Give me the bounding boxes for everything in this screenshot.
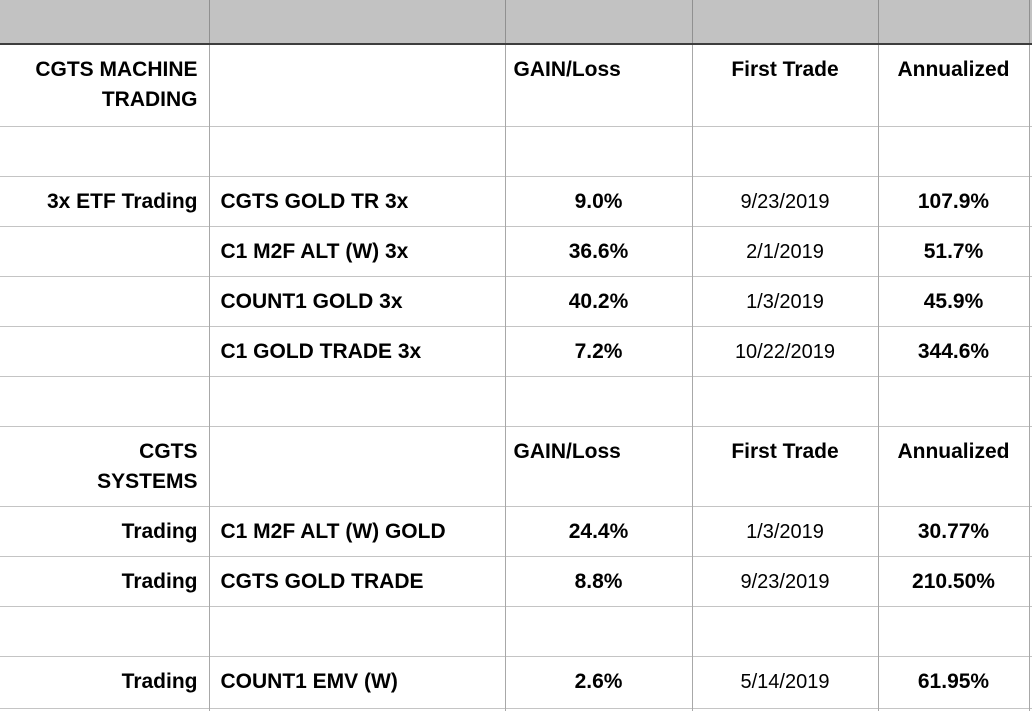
header-gain-loss[interactable]: GAIN/Loss [504,425,692,506]
cell-category-label[interactable]: 3x ETF Trading [0,175,209,226]
cell-edge[interactable] [1028,44,1032,126]
cell-first-trade[interactable]: 2/1/2019 [691,225,878,276]
spacer-row [0,375,1032,426]
cell-edge[interactable] [1028,125,1032,176]
cell-system-name[interactable]: CGTS GOLD TRADE [208,555,505,606]
cell-first-trade[interactable] [691,125,878,176]
table-row: COUNT1 GOLD 3x 40.2% 1/3/2019 45.9% [0,275,1032,326]
cell-first-trade[interactable]: 9/23/2019 [691,175,878,226]
cell-system-name[interactable] [208,44,505,126]
cell-category-label[interactable] [0,275,209,326]
section-title-cell[interactable]: CGTS SYSTEMS [0,425,209,506]
cell-annualized[interactable] [877,375,1029,426]
cell-system-name[interactable]: C1 M2F ALT (W) 3x [208,225,505,276]
cell-annualized[interactable]: 107.9% [877,175,1029,226]
column-header-segment[interactable] [691,0,878,45]
cell-gain-loss[interactable]: 9.0% [504,175,692,226]
section-header-row: CGTS MACHINE TRADING GAIN/Loss First Tra… [0,44,1032,126]
cell-edge[interactable] [1028,605,1032,656]
cell-category-label[interactable] [0,605,209,656]
cell-category-label[interactable]: Trading [0,555,209,606]
cell-edge[interactable] [1028,425,1032,506]
cell-gain-loss[interactable]: 8.8% [504,555,692,606]
cell-system-name[interactable] [208,375,505,426]
spacer-row [0,605,1032,656]
cell-first-trade[interactable]: 5/14/2019 [691,655,878,708]
cell-first-trade[interactable] [691,605,878,656]
cell-category-label[interactable]: Trading [0,505,209,556]
cell-edge[interactable] [1028,175,1032,226]
cell-system-name[interactable]: COUNT1 GOLD 3x [208,275,505,326]
column-header-segment[interactable] [208,0,505,45]
cell-annualized[interactable]: 30.77% [877,505,1029,556]
cell-gain-loss[interactable] [504,605,692,656]
cell-system-name[interactable]: C1 M2F ALT (W) GOLD [208,505,505,556]
cell-partial[interactable] [1028,707,1032,711]
cell-gain-loss[interactable]: 7.2% [504,325,692,376]
column-header-band [0,0,1032,45]
cell-category-label[interactable] [0,375,209,426]
cell-edge[interactable] [1028,275,1032,326]
cell-system-name[interactable]: C1 GOLD TRADE 3x [208,325,505,376]
cell-annualized[interactable]: 61.95% [877,655,1029,708]
cell-edge[interactable] [1028,225,1032,276]
cell-annualized[interactable]: 51.7% [877,225,1029,276]
cell-annualized[interactable] [877,125,1029,176]
cell-annualized[interactable]: 210.50% [877,555,1029,606]
header-annualized[interactable]: Annualized [877,425,1029,506]
cell-first-trade[interactable]: 1/3/2019 [691,275,878,326]
cell-gain-loss[interactable]: 24.4% [504,505,692,556]
cell-system-name[interactable]: CGTS GOLD TR 3x [208,175,505,226]
cell-system-name[interactable] [208,125,505,176]
cell-edge[interactable] [1028,555,1032,606]
table-row: Trading C1 M2F ALT (W) GOLD 24.4% 1/3/20… [0,505,1032,556]
cell-partial[interactable] [208,707,505,711]
column-header-segment[interactable] [0,0,209,45]
header-first-trade[interactable]: First Trade [691,44,878,126]
cell-first-trade[interactable]: 10/22/2019 [691,325,878,376]
cell-first-trade[interactable]: 1/3/2019 [691,505,878,556]
column-header-segment[interactable] [1028,0,1032,45]
cell-annualized[interactable] [877,605,1029,656]
section-header-row: CGTS SYSTEMS GAIN/Loss First Trade Annua… [0,425,1032,506]
cell-category-label[interactable] [0,225,209,276]
table-row: Trading CGTS GOLD TRADE 8.8% 9/23/2019 2… [0,555,1032,606]
cell-system-name[interactable] [208,605,505,656]
cell-gain-loss[interactable]: 36.6% [504,225,692,276]
header-first-trade[interactable]: First Trade [691,425,878,506]
cell-category-label[interactable] [0,325,209,376]
spacer-row [0,125,1032,176]
cell-partial[interactable] [877,707,1029,711]
cell-category-label[interactable] [0,125,209,176]
cell-gain-loss[interactable]: 40.2% [504,275,692,326]
table-row: Trading COUNT1 EMV (W) 2.6% 5/14/2019 61… [0,655,1032,708]
cell-first-trade[interactable]: 9/23/2019 [691,555,878,606]
cell-edge[interactable] [1028,505,1032,556]
section-title-cell[interactable]: CGTS MACHINE TRADING [35,58,198,111]
header-gain-loss[interactable]: GAIN/Loss [504,44,692,126]
cell-system-name[interactable] [208,425,505,506]
column-header-segment[interactable] [504,0,692,45]
cell-annualized[interactable]: 45.9% [877,275,1029,326]
cell-edge[interactable] [1028,325,1032,376]
cell-category-label[interactable]: Trading [0,655,209,708]
cell-gain-loss[interactable]: 2.6% [504,655,692,708]
cell-gain-loss[interactable] [504,375,692,426]
header-annualized[interactable]: Annualized [877,44,1029,126]
cell-partial[interactable] [691,707,878,711]
column-header-segment[interactable] [877,0,1029,45]
cell-edge[interactable] [1028,375,1032,426]
cell-system-name[interactable]: COUNT1 EMV (W) [208,655,505,708]
table-row: C1 GOLD TRADE 3x 7.2% 10/22/2019 344.6% [0,325,1032,376]
table-row: 3x ETF Trading CGTS GOLD TR 3x 9.0% 9/23… [0,175,1032,226]
partial-row [0,707,1032,711]
table-row: C1 M2F ALT (W) 3x 36.6% 2/1/2019 51.7% [0,225,1032,276]
cell-annualized[interactable]: 344.6% [877,325,1029,376]
cell-partial[interactable] [0,707,209,711]
cell-first-trade[interactable] [691,375,878,426]
cell-edge[interactable] [1028,655,1032,708]
cell-partial[interactable] [504,707,692,711]
cell-gain-loss[interactable] [504,125,692,176]
